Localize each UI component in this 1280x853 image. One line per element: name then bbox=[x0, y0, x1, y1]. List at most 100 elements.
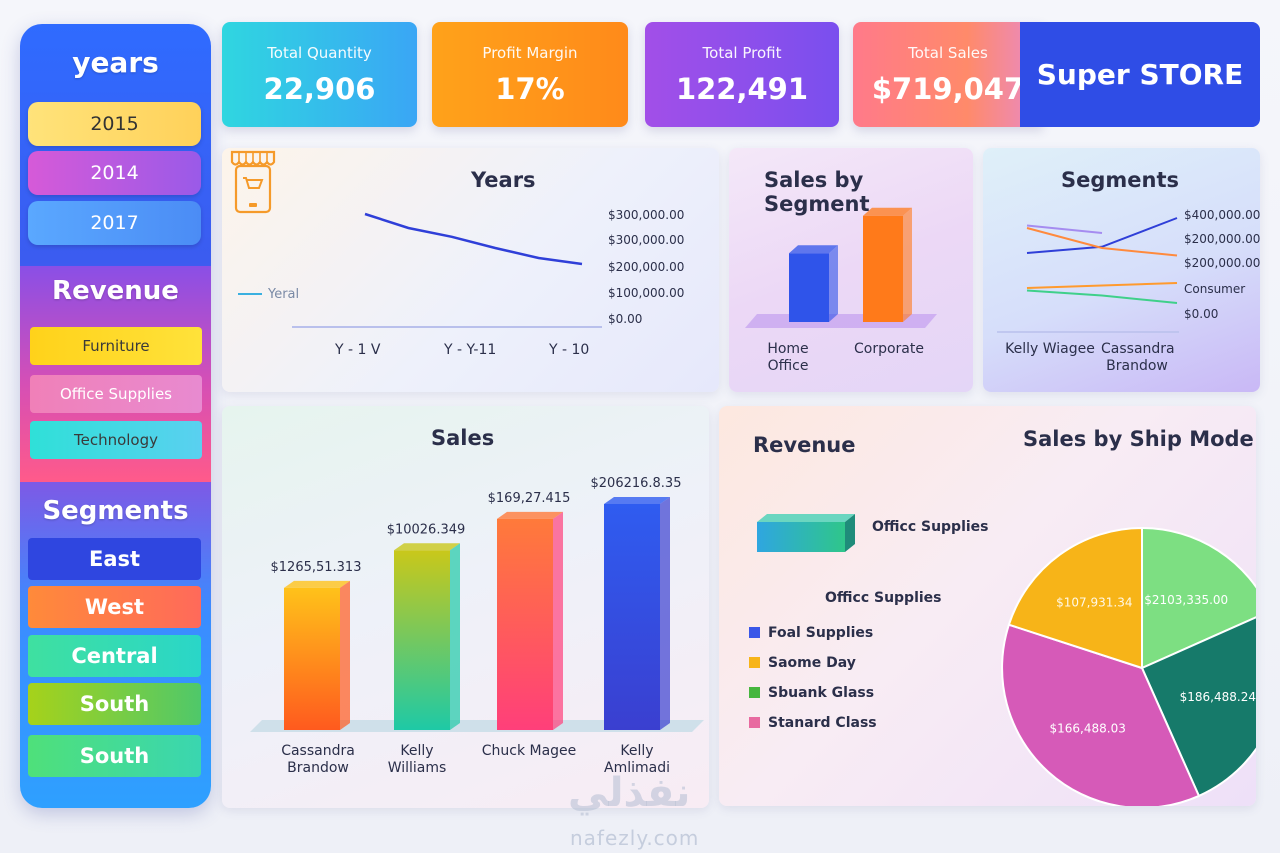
legend-item: Sbuank Glass bbox=[749, 685, 874, 701]
segment-bar bbox=[789, 245, 838, 322]
legend-item: Foal Supplies bbox=[749, 625, 873, 641]
sales-chart-panel: Sales $1265,51.313 $10026.349 $169,27.415 $… bbox=[222, 406, 709, 808]
x-tick: Cassandra Brandow bbox=[1101, 341, 1175, 374]
sales-data-label: $206216.8.35 bbox=[591, 476, 682, 491]
ship-mode-legend-title: Officc Supplies bbox=[825, 590, 942, 606]
kpi-total-sales: Total Sales $719,047 bbox=[853, 22, 1043, 127]
sales-bar bbox=[604, 497, 670, 730]
years-chart-title: Years bbox=[471, 168, 536, 192]
pie-slice-label: $107,931.34 bbox=[1056, 595, 1132, 609]
sales-data-label: $169,27.415 bbox=[488, 491, 571, 506]
y-tick: Consumer bbox=[1184, 282, 1246, 296]
y-tick: $200,000.00 bbox=[1184, 256, 1260, 270]
pie-slice-label: $2103,335.00 bbox=[1144, 593, 1228, 607]
segment-central-button[interactable]: Central bbox=[28, 635, 201, 677]
segments-filter-title: Segments bbox=[42, 496, 189, 526]
kpi-profit-margin: Profit Margin 17% bbox=[432, 22, 628, 127]
pie-slice bbox=[1140, 616, 1256, 798]
x-tick: Kelly Amlimadi bbox=[604, 743, 670, 776]
kpi-value: 22,906 bbox=[263, 72, 376, 106]
sales-chart-title: Sales bbox=[431, 426, 495, 450]
x-tick: Kelly Williams bbox=[387, 743, 447, 776]
y-tick: $0.00 bbox=[608, 312, 643, 326]
pie-slice bbox=[1001, 623, 1201, 806]
pie-slice bbox=[1141, 526, 1256, 670]
y-tick: $400,000.00 bbox=[1184, 208, 1260, 222]
segments-chart-panel: Segments $400,000.00 $200,000.00 $200,00… bbox=[983, 148, 1260, 392]
pie-slice-label: $166,488.03 bbox=[1050, 721, 1126, 735]
y-tick: $300,000.00 bbox=[608, 208, 685, 222]
bar-side bbox=[845, 514, 855, 552]
series-line bbox=[364, 212, 583, 266]
pie-slice-label: $186,488.24 bbox=[1180, 690, 1256, 704]
filter-sidebar: years 2015 2014 2017 Revenue Furniture O… bbox=[20, 24, 211, 808]
year-2015-button[interactable]: 2015 bbox=[28, 102, 201, 146]
kpi-label: Total Sales bbox=[908, 44, 988, 62]
segment-south-button-2[interactable]: South bbox=[28, 735, 201, 777]
revenue-technology-button[interactable]: Technology bbox=[30, 421, 202, 459]
sales-data-label: $1265,51.313 bbox=[271, 560, 362, 575]
x-tick: Corporate bbox=[854, 341, 924, 357]
legend-label: Foal Supplies bbox=[768, 625, 874, 641]
years-legend: Yeral bbox=[238, 288, 299, 302]
revenue-furniture-button[interactable]: Furniture bbox=[30, 327, 202, 365]
y-tick: $200,000.00 bbox=[1184, 232, 1260, 246]
sales-bar bbox=[394, 543, 460, 730]
legend-swatch bbox=[749, 627, 760, 638]
kpi-label: Total Quantity bbox=[267, 44, 372, 62]
sales-data-label: $10026.349 bbox=[387, 522, 466, 537]
brand-title: Super STORE bbox=[1020, 22, 1260, 127]
ship-mode-panel: Revenue Sales by Ship Mode Officc Suppli… bbox=[719, 406, 1256, 806]
y-tick: $100,000.00 bbox=[608, 286, 685, 300]
segments-line-chart bbox=[997, 217, 1179, 333]
ship-mode-pie-chart: $2103,335.00 $186,488.24 $166,488.03 $107,9… bbox=[1001, 526, 1256, 806]
sales-bar-chart: $1265,51.313 $10026.349 $169,27.415 $206216… bbox=[250, 476, 704, 732]
year-2017-button[interactable]: 2017 bbox=[28, 201, 201, 245]
revenue-section-title: Revenue bbox=[753, 433, 856, 457]
office-supplies-bar-label: Officc Supplies bbox=[872, 519, 989, 535]
x-tick: Y - 10 bbox=[549, 342, 590, 358]
x-tick: Y - 1 V bbox=[335, 342, 381, 358]
store-icon bbox=[230, 150, 276, 214]
segments-chart-title: Segments bbox=[1061, 168, 1180, 192]
years-line-chart bbox=[292, 212, 602, 328]
legend-label: Sbuank Glass bbox=[768, 685, 875, 701]
bar-top bbox=[757, 514, 855, 522]
x-tick: Home Office bbox=[767, 341, 809, 374]
segment-series-line bbox=[1026, 227, 1178, 257]
sales-by-segment-title: Sales by Segment bbox=[764, 168, 870, 216]
legend-label: Saome Day bbox=[768, 655, 856, 671]
legend-swatch bbox=[749, 657, 760, 668]
segment-east-button[interactable]: East bbox=[28, 538, 201, 580]
segment-series-line bbox=[1026, 282, 1178, 289]
sales-by-segment-panel: Sales by Segment Home Office Corporate bbox=[729, 148, 973, 392]
x-tick: Y - Y-11 bbox=[444, 342, 497, 358]
kpi-total-quantity: Total Quantity 22,906 bbox=[222, 22, 417, 127]
sales-by-ship-mode-title: Sales by Ship Mode bbox=[1023, 427, 1254, 451]
sales-by-segment-bar-chart bbox=[745, 207, 937, 328]
pie-slice bbox=[1007, 526, 1143, 670]
revenue-office-supplies-button[interactable]: Office Supplies bbox=[30, 375, 202, 413]
watermark-arabic: نفذلي bbox=[568, 770, 691, 816]
kpi-value: 122,491 bbox=[675, 72, 809, 106]
legend-label: Stanard Class bbox=[768, 715, 877, 731]
segment-south-button[interactable]: South bbox=[28, 683, 201, 725]
revenue-filter-title: Revenue bbox=[52, 276, 179, 306]
sales-bar bbox=[284, 580, 350, 730]
legend-swatch bbox=[749, 687, 760, 698]
segment-series-line bbox=[1026, 217, 1178, 254]
legend-item: Stanard Class bbox=[749, 715, 877, 731]
year-2014-button[interactable]: 2014 bbox=[28, 151, 201, 195]
x-tick: Cassandra Brandow bbox=[281, 743, 355, 776]
bar-front bbox=[757, 522, 845, 552]
y-tick: $300,000.00 bbox=[608, 233, 685, 247]
segment-bar bbox=[863, 207, 912, 322]
y-tick: $200,000.00 bbox=[608, 260, 685, 274]
office-supplies-bar bbox=[757, 514, 855, 552]
segment-west-button[interactable]: West bbox=[28, 586, 201, 628]
sales-bar bbox=[497, 511, 563, 730]
segment-series-line bbox=[1026, 289, 1178, 304]
y-tick: $0.00 bbox=[1184, 307, 1219, 321]
segment-series-line bbox=[1026, 224, 1103, 234]
kpi-value: $719,047 bbox=[871, 72, 1025, 106]
